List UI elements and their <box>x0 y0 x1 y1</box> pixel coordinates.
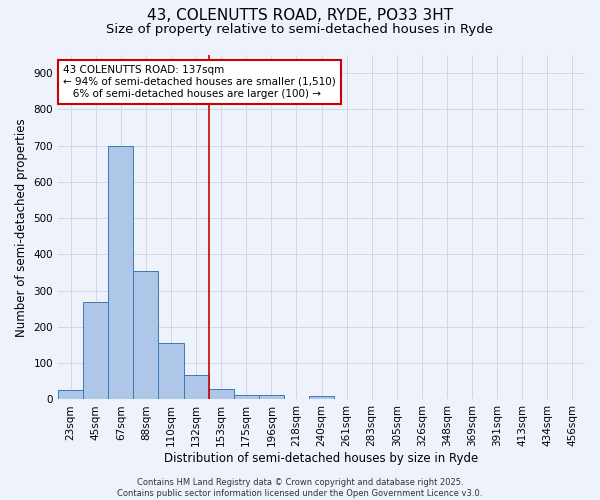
Bar <box>158 342 184 400</box>
Bar <box>309 396 334 400</box>
Bar <box>133 272 158 400</box>
Bar <box>184 375 209 400</box>
Bar <box>58 390 83 400</box>
Bar <box>259 396 284 400</box>
Bar <box>233 394 259 400</box>
X-axis label: Distribution of semi-detached houses by size in Ryde: Distribution of semi-detached houses by … <box>164 452 479 465</box>
Text: 43 COLENUTTS ROAD: 137sqm
← 94% of semi-detached houses are smaller (1,510)
   6: 43 COLENUTTS ROAD: 137sqm ← 94% of semi-… <box>64 66 336 98</box>
Text: Contains HM Land Registry data © Crown copyright and database right 2025.
Contai: Contains HM Land Registry data © Crown c… <box>118 478 482 498</box>
Bar <box>83 302 108 400</box>
Y-axis label: Number of semi-detached properties: Number of semi-detached properties <box>15 118 28 336</box>
Text: 43, COLENUTTS ROAD, RYDE, PO33 3HT: 43, COLENUTTS ROAD, RYDE, PO33 3HT <box>147 8 453 22</box>
Bar <box>108 146 133 400</box>
Text: Size of property relative to semi-detached houses in Ryde: Size of property relative to semi-detach… <box>107 22 493 36</box>
Bar <box>209 390 233 400</box>
